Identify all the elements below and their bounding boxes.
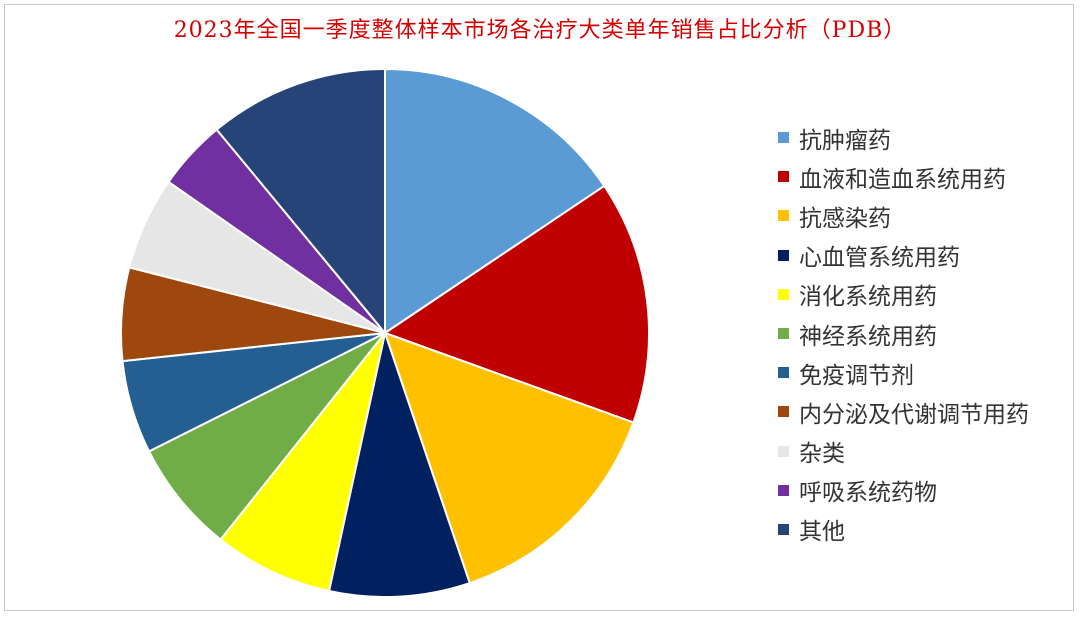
legend-label: 杂类 [799, 441, 845, 468]
pie-slice-1 [382, 184, 651, 424]
legend-swatch [778, 328, 789, 340]
legend-swatch [778, 249, 789, 261]
legend-item: 杂类 [778, 432, 1029, 471]
pie-slice-2 [383, 331, 635, 585]
legend-label: 消化系统用药 [799, 284, 937, 311]
legend-label: 抗感染药 [799, 205, 891, 232]
legend-item: 神经系统用药 [778, 314, 1029, 353]
legend-label: 呼吸系统药物 [799, 480, 937, 507]
legend-swatch [778, 406, 789, 418]
legend-swatch [778, 484, 789, 496]
legend-label: 内分泌及代谢调节用药 [799, 401, 1029, 428]
legend-item: 消化系统用药 [778, 275, 1029, 314]
pie-slice-5 [147, 332, 386, 541]
pie-slice-3 [327, 329, 471, 598]
legend-label: 抗肿瘤药 [799, 127, 891, 154]
legend-swatch [778, 367, 789, 379]
pie-slice-10 [215, 67, 386, 336]
chart-title: 2023年全国一季度整体样本市场各治疗大类单年销售占比分析（PDB） [173, 18, 907, 43]
pie-slice-4 [219, 332, 386, 593]
legend-swatch [778, 210, 789, 222]
legend-item: 抗肿瘤药 [778, 118, 1029, 157]
legend-item: 内分泌及代谢调节用药 [778, 392, 1029, 431]
legend-label: 神经系统用药 [799, 323, 937, 350]
legend-label: 血液和造血系统用药 [799, 166, 1006, 193]
legend-item: 其他 [778, 510, 1029, 549]
legend-item: 呼吸系统药物 [778, 471, 1029, 510]
legend-label: 免疫调节剂 [799, 362, 914, 389]
legend-label: 其他 [799, 519, 845, 546]
legend-swatch [778, 445, 789, 457]
legend-item: 心血管系统用药 [778, 236, 1029, 275]
legend-swatch [778, 523, 789, 535]
legend-item: 免疫调节剂 [778, 353, 1029, 392]
legend-swatch [778, 171, 789, 183]
legend: 抗肿瘤药血液和造血系统用药 抗感染药心血管系统用药 消化系统用药 神经系统用药 免疫调节… [778, 118, 1029, 549]
legend-swatch [778, 132, 789, 144]
legend-swatch [778, 288, 789, 300]
legend-item: 抗感染药 [778, 196, 1029, 235]
legend-item: 血液和造血系统用药 [778, 157, 1029, 196]
pie-slice-0 [384, 67, 606, 335]
pie-slices [119, 67, 651, 598]
legend-label: 心血管系统用药 [799, 245, 960, 272]
